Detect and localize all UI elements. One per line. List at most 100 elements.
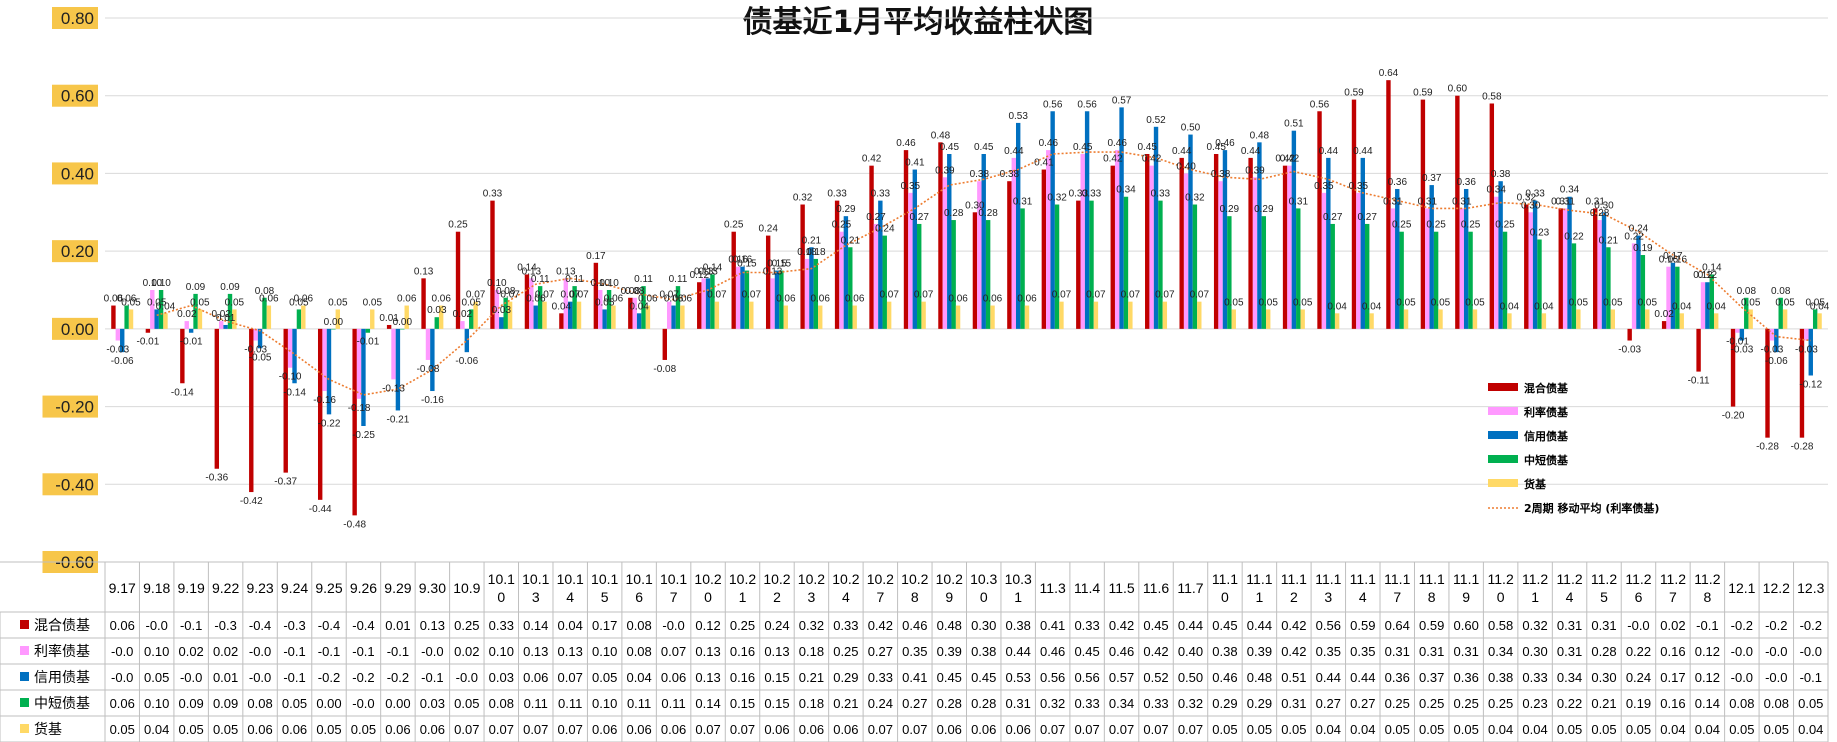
x-category-label: 11.3	[1040, 580, 1066, 596]
data-label: 0.06	[948, 294, 968, 305]
data-label: 0.05	[1638, 297, 1658, 308]
table-cell: 0.05	[1454, 722, 1479, 737]
bar	[1197, 301, 1202, 329]
table-cell: 0.33	[1522, 670, 1547, 685]
table-cell: 0.59	[1419, 618, 1444, 633]
table-cell: 0.02	[178, 644, 203, 659]
data-label: 0.05	[1258, 297, 1278, 308]
table-legend-key	[20, 724, 29, 733]
bar	[188, 328, 194, 333]
x-category-label: 11.1	[1350, 571, 1376, 587]
x-category-label: 10.2	[798, 571, 825, 587]
bar	[990, 305, 995, 329]
table-cell: 0.27	[868, 644, 893, 659]
x-category-label: 7	[1669, 589, 1677, 605]
table-cell: 0.34	[1557, 670, 1582, 685]
table-row-name: 混合债基	[34, 617, 90, 634]
data-label: 0.12	[1698, 270, 1718, 281]
x-category-label: 5	[1600, 589, 1608, 605]
data-label: -0.28	[1791, 442, 1814, 453]
x-category-label: 0	[1497, 589, 1505, 605]
bar	[1153, 126, 1159, 329]
x-category-label: 9	[945, 589, 953, 605]
table-cell: 0.45	[1143, 618, 1168, 633]
data-label: 0.29	[1220, 204, 1240, 215]
data-label: 0.05	[225, 297, 245, 308]
data-label: 0.22	[1624, 231, 1644, 242]
x-category-label: 9.25	[315, 580, 342, 596]
bar	[1739, 328, 1745, 341]
table-cell: 0.05	[316, 722, 341, 737]
table-legend-key	[20, 672, 29, 681]
table-cell: 0.21	[833, 696, 858, 711]
data-label: 0.35	[901, 181, 921, 192]
bar	[1041, 169, 1047, 329]
table-cell: 0.24	[868, 696, 893, 711]
y-tick-highlight	[42, 395, 98, 418]
x-category-label: 11.2	[1488, 571, 1514, 587]
data-label: -0.16	[313, 395, 336, 406]
bar	[774, 270, 780, 329]
table-cell: 0.25	[1419, 696, 1444, 711]
table-cell: 0.14	[1695, 696, 1720, 711]
table-cell: -0.1	[1696, 618, 1718, 633]
data-label: 0.06	[845, 294, 865, 305]
bar	[335, 309, 340, 329]
bar	[783, 305, 788, 329]
bar	[1399, 231, 1404, 329]
x-category-label: 9.30	[419, 580, 446, 596]
data-label: 0.14	[703, 263, 723, 274]
table-cell: -0.0	[1731, 644, 1753, 659]
bar	[460, 321, 465, 329]
data-label: -0.01	[180, 337, 203, 348]
data-label: 0.27	[1323, 212, 1343, 223]
bar	[1735, 328, 1740, 333]
data-label: 0.07	[500, 290, 520, 301]
bar	[1769, 328, 1775, 341]
table-cell: 0.56	[1316, 618, 1341, 633]
data-label: 0.30	[1594, 200, 1614, 211]
x-category-label: 10.3	[1005, 571, 1032, 587]
table-cell: 0.50	[1178, 670, 1203, 685]
table-cell: 0.07	[489, 722, 514, 737]
data-label: 0.44	[1004, 146, 1024, 157]
table-cell: 0.35	[902, 644, 927, 659]
data-label: 0.02	[211, 309, 231, 320]
bar	[391, 328, 396, 380]
bar	[572, 286, 577, 329]
bar	[938, 142, 943, 329]
bar	[1356, 192, 1361, 329]
bar	[1433, 231, 1439, 329]
table-cell: 0.16	[1660, 644, 1685, 659]
table-legend-key	[20, 646, 29, 655]
y-tick: 0.00	[52, 317, 98, 340]
bar	[1636, 235, 1641, 329]
bar	[1024, 305, 1030, 329]
table-cell: 0.07	[1143, 722, 1168, 737]
data-label: -0.42	[240, 496, 263, 507]
data-label: 0.27	[909, 212, 929, 223]
table-cell: 0.05	[282, 696, 307, 711]
x-category-label: 10.2	[867, 571, 894, 587]
bar	[1799, 328, 1805, 438]
data-label: 0.06	[397, 294, 417, 305]
table-cell: 0.07	[558, 670, 583, 685]
data-label: -0.21	[387, 415, 410, 426]
data-label: 0.12	[690, 270, 710, 281]
data-label: 0.48	[1250, 130, 1270, 141]
data-label: 0.03	[427, 305, 447, 316]
data-label: 0.35	[1314, 181, 1334, 192]
table-cell: 0.31	[1454, 644, 1479, 659]
legend-label: 2周期 移动平均 (利率债基)	[1524, 501, 1659, 515]
table-cell: 0.12	[1695, 644, 1720, 659]
data-label: 0.06	[810, 294, 830, 305]
legend-swatch	[1488, 383, 1518, 391]
trendline-path	[156, 151, 1811, 396]
table-cell: 0.06	[661, 670, 686, 685]
data-label: 0.36	[1456, 177, 1476, 188]
bar	[1183, 173, 1189, 329]
bar	[1537, 239, 1542, 329]
bar	[800, 204, 805, 329]
table-cell: 0.25	[1488, 696, 1513, 711]
bar	[947, 154, 952, 329]
